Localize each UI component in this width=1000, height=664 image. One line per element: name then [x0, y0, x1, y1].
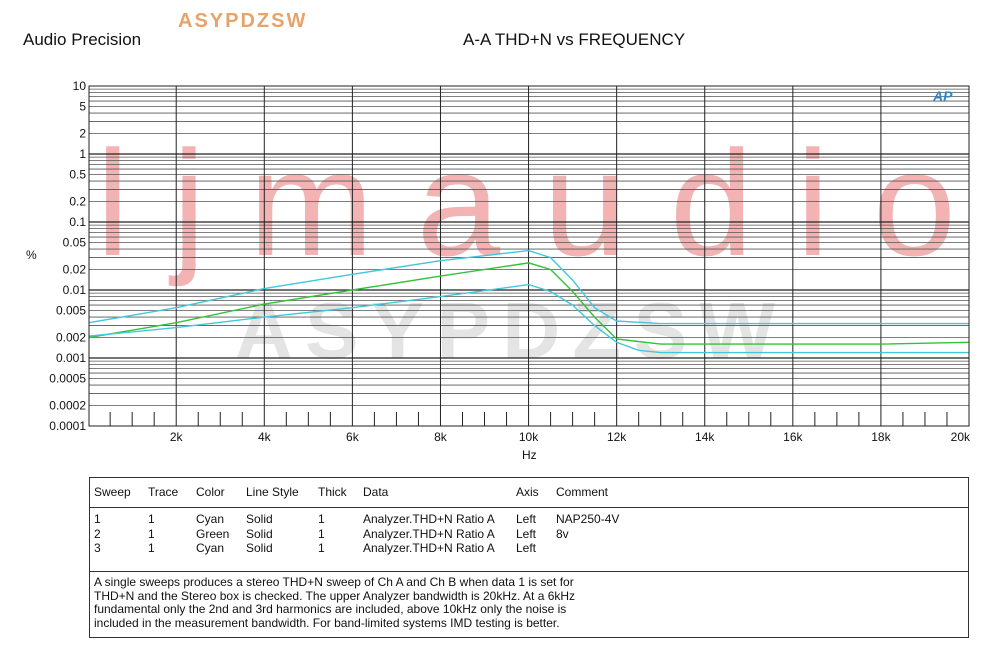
legend-header-line-style: Line Style [246, 485, 299, 499]
legend-cell-trace: 1 [148, 526, 155, 541]
y-tick-label: 0.0002 [49, 399, 86, 413]
legend-header-trace: Trace [148, 485, 179, 499]
series-line-1 [88, 249, 969, 325]
legend-header-thick: Thick [318, 485, 347, 499]
y-tick-label: 0.2 [69, 195, 86, 209]
x-tick-label: 2k [170, 430, 184, 444]
plot-frame [88, 85, 970, 427]
y-tick-label: 0.002 [56, 331, 86, 345]
legend-header-comment: Comment [556, 485, 609, 499]
legend-cell-axis: Left [516, 541, 537, 555]
legend-cell-data: Analyzer.THD+N Ratio A [363, 541, 495, 555]
note-line: A single sweeps produces a stereo THD+N … [94, 575, 574, 589]
legend-cell-trace: 1 [148, 512, 155, 526]
tick-labels: 10 5 2 1 0.5 0.2 0.1 0.05 0.02 0.01 0.005 0.002 0.00… [49, 79, 971, 444]
y-tick-label: 0.01 [63, 283, 87, 297]
note-line: THD+N and the Stereo box is checked. The… [94, 588, 576, 603]
legend-cell-comment: NAP250-4V [556, 512, 620, 526]
y-axis-label: % [26, 248, 37, 262]
y-tick-label: 0.0001 [49, 419, 86, 433]
y-tick-label: 10 [73, 79, 87, 93]
y-tick-label: 0.5 [69, 167, 86, 181]
x-axis-label: Hz [522, 448, 537, 462]
legend-cell-style: Solid [246, 541, 273, 555]
legend-cell-sweep: 1 [94, 512, 101, 526]
legend-cell-color: Cyan [196, 512, 225, 526]
y-tick-label: 0.05 [63, 235, 87, 249]
legend-divider [90, 507, 968, 508]
top-watermark: ASYPDZSW [178, 10, 308, 32]
legend-cell-axis: Left [516, 526, 537, 541]
x-tick-label: 18k [871, 430, 891, 444]
legend-note: A single sweeps produces a stereo THD+N … [94, 575, 654, 630]
legend-cell-thick: 1 [318, 526, 325, 541]
chart-title: A-A THD+N vs FREQUENCY [463, 30, 686, 49]
series-layer [88, 249, 970, 354]
x-tick-label: 20k [951, 430, 971, 444]
legend-cell-data: Analyzer.THD+N Ratio A [363, 512, 495, 526]
legend-row: 2 1 Green Solid 1 Analyzer.THD+N Ratio A… [90, 527, 968, 542]
legend-table: Sweep Trace Color Line Style Thick Data … [89, 477, 969, 638]
legend-cell-sweep: 3 [94, 541, 101, 555]
y-tick-label: 0.001 [56, 351, 86, 365]
legend-cell-style: Solid [246, 526, 273, 541]
x-tick-label: 8k [434, 430, 448, 444]
legend-cell-comment: 8v [556, 526, 569, 541]
y-tick-label: 5 [79, 99, 86, 113]
y-tick-label: 0.1 [69, 215, 86, 229]
series-line-2 [88, 262, 970, 345]
series-line-3 [88, 283, 969, 354]
legend-divider [90, 571, 968, 572]
legend-cell-color: Cyan [196, 541, 225, 555]
y-tick-label: 0.005 [56, 303, 86, 317]
legend-cell-color: Green [196, 526, 230, 541]
y-tick-label: 0.0005 [49, 371, 86, 385]
legend-header: Sweep Trace Color Line Style Thick Data … [90, 485, 968, 501]
x-tick-label: 10k [519, 430, 539, 444]
brand-label: Audio Precision [23, 30, 142, 49]
y-tick-label: 1 [79, 147, 86, 161]
legend-cell-trace: 1 [148, 541, 155, 555]
x-tick-label: 6k [346, 430, 360, 444]
y-tick-label: 0.02 [63, 263, 87, 277]
legend-header-axis: Axis [516, 485, 539, 499]
legend-cell-sweep: 2 [94, 526, 101, 541]
x-tick-label: 14k [695, 430, 715, 444]
legend-header-data: Data [363, 485, 389, 499]
note-line: included in the measurement bandwidth. F… [94, 615, 560, 630]
legend-cell-data: Analyzer.THD+N Ratio A [363, 526, 495, 541]
grid [89, 86, 970, 426]
legend-cell-style: Solid [246, 512, 273, 526]
note-line: fundamental only the 2nd and 3rd harmoni… [94, 602, 567, 616]
legend-header-color: Color [196, 485, 225, 499]
legend-header-sweep: Sweep [94, 485, 131, 499]
x-tick-label: 16k [783, 430, 803, 444]
legend-row: 3 1 Cyan Solid 1 Analyzer.THD+N Ratio A … [90, 541, 968, 556]
x-tick-label: 4k [258, 430, 272, 444]
legend-row: 1 1 Cyan Solid 1 Analyzer.THD+N Ratio A … [90, 512, 968, 527]
legend-cell-thick: 1 [318, 541, 325, 555]
x-tick-label: 12k [607, 430, 627, 444]
legend-cell-thick: 1 [318, 512, 325, 526]
big-watermark: l j m a u d i o [96, 119, 956, 287]
y-tick-label: 2 [79, 127, 86, 141]
mid-watermark: ASYPDZSW [235, 286, 775, 375]
legend-cell-axis: Left [516, 512, 537, 526]
legend-rows: 1 1 Cyan Solid 1 Analyzer.THD+N Ratio A … [90, 512, 968, 556]
ap-logo-icon: AP [933, 88, 953, 104]
